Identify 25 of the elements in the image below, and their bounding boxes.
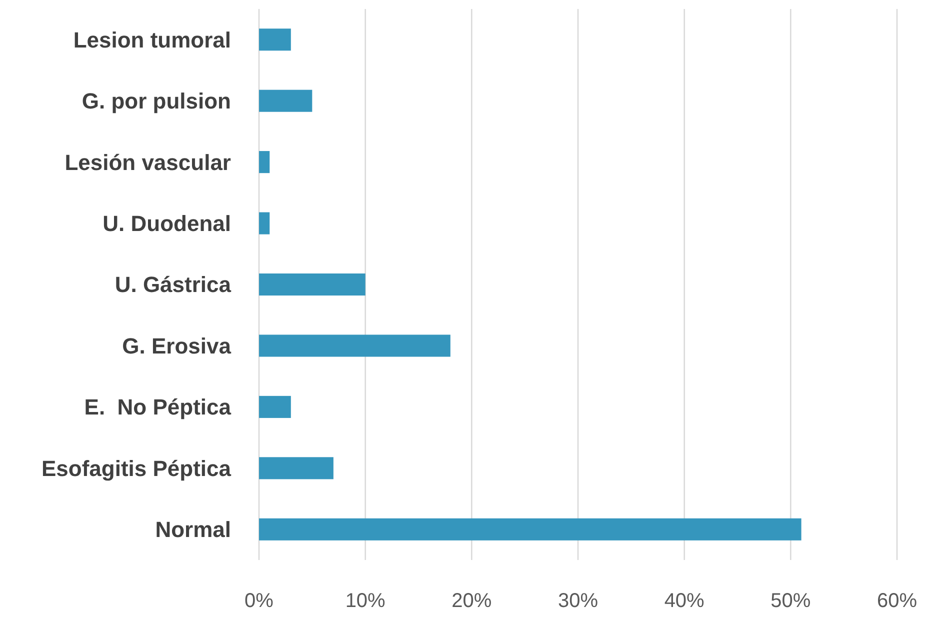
y-tick-label: G. por pulsion [82,88,231,114]
bar [259,457,334,480]
x-tick-label: 0% [244,590,274,612]
bar [259,212,270,234]
bar [259,396,291,418]
y-tick-label: Normal [155,517,231,542]
y-tick-label: Lesión vascular [64,150,232,175]
x-tick-label: 50% [770,590,811,612]
x-tick-label: 30% [558,590,598,612]
x-tick-label: 20% [452,590,492,612]
bar [259,151,270,174]
x-tick-label: 60% [876,590,918,612]
y-tick-label: Lesion tumoral [73,27,231,52]
y-tick-label: E. No Péptica [84,394,232,420]
x-tick-label: 10% [345,590,386,612]
bar [259,28,291,51]
bar [259,90,312,112]
y-tick-label: U. Gástrica [114,272,232,298]
bar [259,518,802,540]
bar [259,334,450,357]
x-tick-label: 40% [664,590,705,612]
y-tick-label: U. Duodenal [102,210,231,236]
bar [259,273,366,296]
y-tick-label: Esofagitis Péptica [41,456,232,481]
y-tick-label: G. Erosiva [122,333,232,358]
